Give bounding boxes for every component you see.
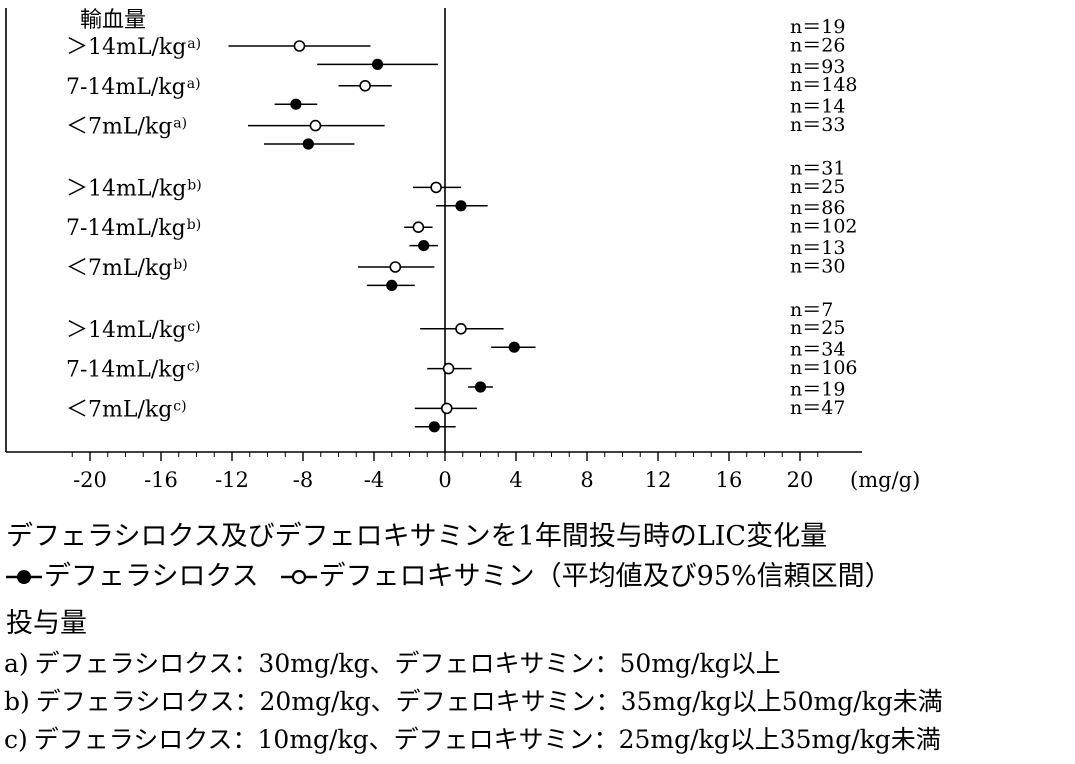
n-count-label: n＝33	[790, 114, 845, 136]
dose-note-tag: a)	[4, 649, 29, 678]
group-label: 7-14mL/kgc)	[66, 358, 200, 383]
figure-title: デフェラシロクス及びデフェロキサミンを1年間投与時のLIC変化量	[6, 521, 828, 552]
point-deferasirox	[418, 240, 430, 252]
point-deferasirox	[386, 279, 398, 291]
dose-note-text: デフェラシロクス：10mg/kg、デフェロキサミン：25mg/kg以上35mg/…	[33, 725, 941, 754]
x-tick-label: 12	[645, 468, 672, 492]
x-tick-label: 4	[509, 468, 522, 492]
point-deferoxamine	[442, 362, 455, 375]
row-header-label: 輸血量	[80, 8, 146, 33]
x-tick-label: -20	[73, 468, 107, 492]
group-label: ＜7mL/kgb)	[66, 256, 188, 281]
point-deferoxamine	[430, 181, 442, 194]
x-tick-label: -16	[144, 468, 178, 492]
n-count-label: n＝31	[790, 157, 845, 179]
dose-note-c: c) デフェラシロクス：10mg/kg、デフェロキサミン：25mg/kg以上35m…	[4, 727, 941, 752]
n-count-label: n＝106	[790, 357, 858, 379]
dose-note-b: b) デフェラシロクス：20mg/kg、デフェロキサミン：35mg/kg以上50m…	[4, 689, 943, 714]
x-axis-unit-label: (mg/g)	[850, 468, 920, 492]
n-count-label: n＝102	[790, 216, 858, 238]
point-deferoxamine	[455, 322, 467, 335]
group-label: 7-14mL/kgb)	[66, 216, 201, 241]
n-count-label: n＝26	[790, 34, 845, 56]
n-count-label: n＝14	[790, 96, 845, 118]
n-count-label: n＝86	[790, 197, 845, 219]
n-count-label: n＝34	[790, 339, 845, 361]
point-deferasirox	[455, 200, 467, 212]
point-deferoxamine	[440, 402, 453, 415]
point-deferoxamine	[412, 221, 425, 233]
group-label: ＜7mL/kgc)	[66, 397, 187, 422]
n-count-label: n＝148	[790, 74, 858, 96]
point-deferoxamine	[293, 40, 306, 52]
dose-note-text: デフェラシロクス：20mg/kg、デフェロキサミン：35mg/kg以上50mg/…	[35, 687, 943, 716]
legend-label-deferasirox: デフェラシロクス	[44, 561, 259, 592]
dose-note-tag: c)	[4, 725, 28, 754]
point-deferoxamine	[309, 119, 322, 132]
point-deferasirox	[474, 381, 487, 393]
group-label: 7-14mL/kga)	[66, 75, 201, 100]
n-count-label: n＝19	[790, 16, 845, 38]
group-label: ＜7mL/kga)	[66, 115, 187, 140]
point-deferasirox	[428, 421, 440, 433]
group-label: ＞14mL/kgb)	[66, 176, 202, 201]
n-count-label: n＝30	[790, 255, 845, 277]
point-deferoxamine	[359, 80, 371, 92]
group-label: ＞14mL/kga)	[66, 35, 201, 60]
dose-note-tag: b)	[4, 687, 30, 716]
dose-note-text: デフェラシロクス：30mg/kg、デフェロキサミン：50mg/kg以上	[34, 649, 781, 678]
point-deferasirox	[508, 341, 520, 353]
x-tick-label: -12	[215, 468, 249, 492]
x-tick-label: -8	[293, 468, 313, 492]
point-deferoxamine	[389, 261, 402, 273]
filled-circle-marker-icon	[6, 570, 42, 584]
x-tick-label: -4	[364, 468, 384, 492]
point-deferasirox	[371, 58, 384, 70]
dose-note-a: a) デフェラシロクス：30mg/kg、デフェロキサミン：50mg/kg以上	[4, 651, 781, 676]
n-count-label: n＝47	[790, 397, 845, 419]
group-label: ＞14mL/kgc)	[66, 318, 201, 343]
n-count-label: n＝13	[790, 237, 845, 259]
point-deferasirox	[290, 98, 302, 110]
n-count-label: n＝25	[790, 317, 845, 339]
point-deferasirox	[302, 138, 314, 150]
n-count-label: n＝25	[790, 176, 845, 198]
legend-label-deferoxamine: デフェロキサミン（平均値及び95%信頼区間）	[318, 561, 892, 592]
open-circle-marker-icon	[280, 569, 317, 585]
x-tick-label: 8	[580, 468, 593, 492]
x-tick-label: 0	[438, 468, 451, 492]
n-count-label: n＝93	[790, 56, 845, 78]
forest-plot: -20 -16 -12 -8 -4 0 4 8 12 16 20 (mg/g) 輸血量＞14mL/kga…	[5, 8, 920, 492]
x-tick-label: 16	[716, 468, 743, 492]
n-count-label: n＝19	[790, 378, 845, 400]
legend: デフェラシロクス デフェロキサミン（平均値及び95%信頼区間）	[6, 563, 892, 590]
x-tick-label: 20	[787, 468, 814, 492]
n-count-label: n＝7	[790, 299, 833, 321]
dose-heading: 投与量	[6, 608, 87, 639]
